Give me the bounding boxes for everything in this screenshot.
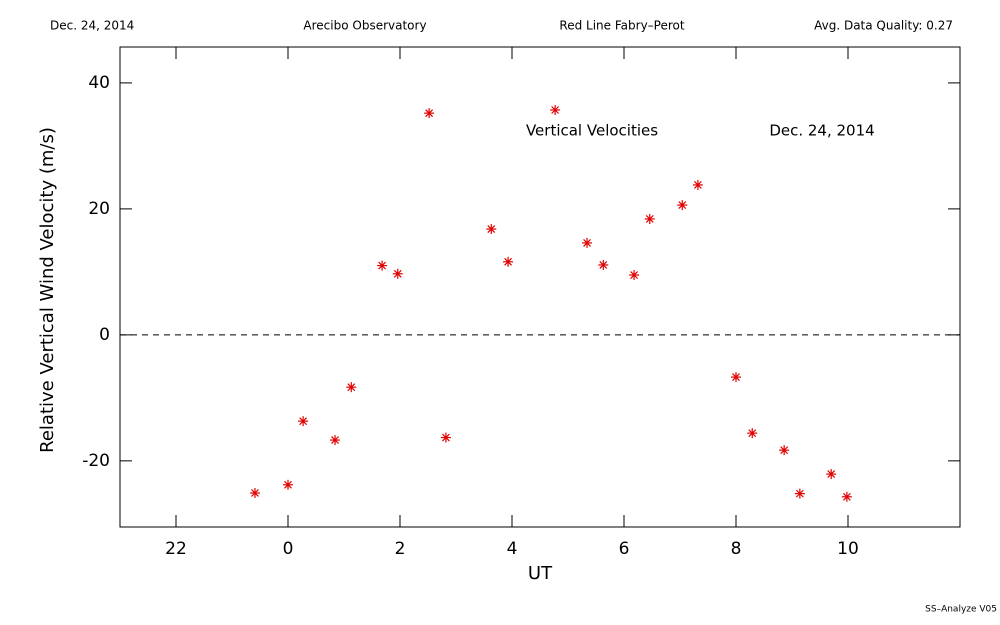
x-tick-label: 22 <box>165 539 187 559</box>
header-date: Dec. 24, 2014 <box>50 19 134 33</box>
point-stroke <box>284 480 292 489</box>
point-stroke <box>551 106 560 114</box>
point-stroke <box>732 373 740 382</box>
point-stroke <box>378 261 387 270</box>
x-tick-label: 10 <box>837 539 859 559</box>
point-stroke <box>645 215 654 223</box>
header-site: Arecibo Observatory <box>303 19 426 33</box>
point <box>598 259 609 270</box>
point-stroke <box>331 436 339 444</box>
point <box>794 488 805 499</box>
y-axis-label: Relative Vertical Wind Velocity (m/s) <box>37 127 58 453</box>
point <box>826 469 837 480</box>
point <box>283 479 293 490</box>
point <box>503 256 514 267</box>
header-instrument: Red Line Fabry–Perot <box>559 19 684 33</box>
x-tick-label: 2 <box>395 539 406 559</box>
point-stroke <box>425 109 434 118</box>
point <box>298 416 309 427</box>
x-tick-label: 4 <box>507 539 518 559</box>
y-tick-label: 40 <box>88 73 110 93</box>
point-stroke <box>347 383 356 392</box>
point-stroke <box>842 492 851 501</box>
point-stroke <box>630 271 639 279</box>
point-stroke <box>795 489 804 498</box>
point-stroke <box>487 225 496 233</box>
point <box>377 260 388 271</box>
point-stroke <box>251 489 259 497</box>
point <box>731 372 741 383</box>
y-tick-label: -20 <box>82 451 110 471</box>
x-tick-label: 0 <box>283 539 294 559</box>
point-stroke <box>748 429 757 438</box>
annotation: Vertical Velocities <box>526 122 658 140</box>
point <box>644 213 655 224</box>
x-tick-label: 6 <box>619 539 630 559</box>
point-stroke <box>827 470 836 479</box>
annotation: Dec. 24, 2014 <box>769 122 874 140</box>
point-stroke <box>780 446 789 455</box>
point <box>440 432 451 443</box>
point <box>629 270 640 281</box>
point <box>692 179 703 190</box>
point-stroke <box>441 433 450 442</box>
point <box>249 487 260 498</box>
point-stroke <box>299 417 308 426</box>
point <box>582 237 593 248</box>
point <box>330 435 341 446</box>
point <box>346 382 357 393</box>
y-tick-label: 0 <box>99 325 110 345</box>
point <box>841 491 852 502</box>
x-axis-label: UT <box>528 563 553 584</box>
point-stroke <box>504 257 513 266</box>
y-tick-label: 20 <box>88 199 110 219</box>
header-quality: Avg. Data Quality: 0.27 <box>814 19 953 33</box>
point <box>747 428 758 439</box>
point <box>486 224 497 235</box>
point-stroke <box>393 269 402 278</box>
point-stroke <box>599 261 608 269</box>
point <box>424 108 435 119</box>
plot-frame <box>119 46 961 528</box>
point <box>779 445 790 456</box>
point-stroke <box>678 201 687 210</box>
point <box>392 268 403 279</box>
footer: SS–Analyze V05 <box>925 605 997 615</box>
point <box>677 200 688 211</box>
point-stroke <box>693 181 702 189</box>
point <box>550 104 561 115</box>
x-tick-label: 8 <box>731 539 742 559</box>
point-stroke <box>583 238 591 247</box>
